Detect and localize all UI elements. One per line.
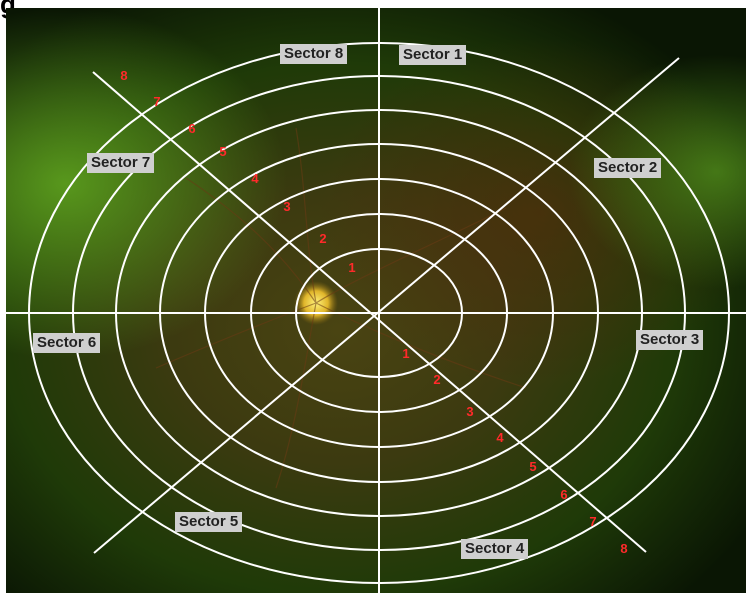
ring-number-lr-1: 1 [402,346,410,361]
ring-number-lr-5: 5 [529,459,537,474]
ring-number-ul-1: 1 [348,260,356,275]
ring-number-ul-6: 6 [188,121,196,136]
sector-label-4: Sector 4 [461,539,529,559]
grid-diagonal-main [92,71,647,553]
ring-number-ul-5: 5 [219,144,227,159]
ring-number-lr-7: 7 [589,514,597,529]
sector-label-5: Sector 5 [175,512,243,532]
ring-number-ul-2: 2 [319,231,327,246]
sector-label-7: Sector 7 [87,153,155,173]
ring-number-ul-8: 8 [120,68,128,83]
ring-number-lr-2: 2 [433,372,441,387]
ring-number-ul-3: 3 [283,199,291,214]
sector-label-8: Sector 8 [280,44,348,64]
ring-number-lr-3: 3 [466,404,474,419]
ring-number-lr-4: 4 [496,430,504,445]
sector-label-2: Sector 2 [594,158,662,178]
fundus-photograph: Sector 1 Sector 2 Sector 3 Sector 4 Sect… [6,8,746,593]
sector-label-1: Sector 1 [399,45,467,65]
ring-number-ul-7: 7 [153,94,161,109]
sector-label-6: Sector 6 [33,333,101,353]
ring-number-lr-6: 6 [560,487,568,502]
polar-grid [6,8,746,593]
sector-label-3: Sector 3 [636,330,704,350]
ring-number-lr-8: 8 [620,541,628,556]
fundus-image [6,8,746,593]
ring-number-ul-4: 4 [251,171,259,186]
grid-diagonal-anti [93,57,680,554]
